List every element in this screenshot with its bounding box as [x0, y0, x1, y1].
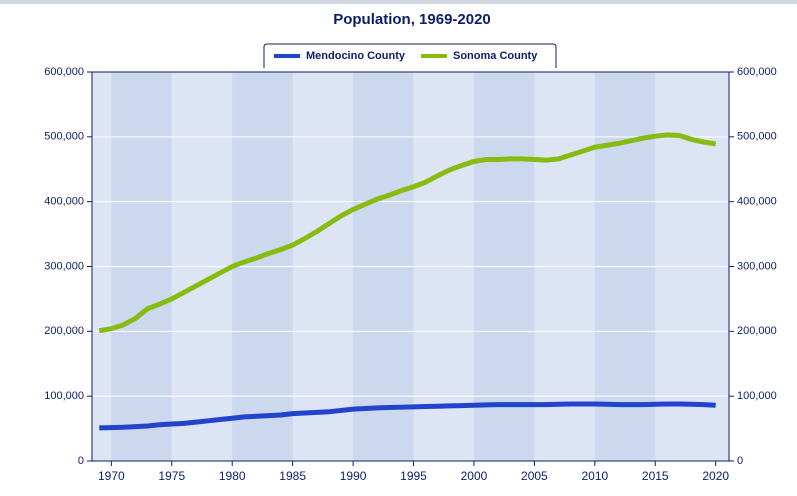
series-line	[98, 132, 717, 334]
y-tick-label: 600,000	[44, 66, 84, 78]
y2-tick-label: 300,000	[737, 260, 777, 272]
top-strip	[0, 0, 797, 4]
y-tick-label: 100,000	[44, 390, 84, 402]
legend-label: Sonoma County	[453, 50, 538, 62]
y-tick-label: 0	[78, 455, 84, 467]
x-tick-label: 1995	[400, 469, 427, 483]
y-tick-label: 200,000	[44, 325, 84, 337]
y-tick-label: 400,000	[44, 196, 84, 208]
y2-tick-label: 400,000	[737, 196, 777, 208]
x-tick-label: 2010	[581, 469, 608, 483]
legend-label: Mendocino County	[306, 50, 406, 62]
y2-tick-label: 500,000	[737, 131, 777, 143]
y2-tick-label: 0	[737, 455, 743, 467]
x-tick-label: 2005	[521, 469, 548, 483]
x-tick-label: 1975	[158, 469, 185, 483]
y-tick-label: 500,000	[44, 131, 84, 143]
plot-border	[91, 71, 730, 462]
x-tick-label: 1985	[279, 469, 306, 483]
x-tick-label: 2000	[461, 469, 488, 483]
x-tick-label: 1980	[219, 469, 246, 483]
y2-tick-label: 200,000	[737, 325, 777, 337]
chart-title: Population, 1969-2020	[333, 11, 491, 28]
x-tick-label: 2015	[642, 469, 669, 483]
x-tick-label: 2020	[702, 469, 729, 483]
series-line	[99, 401, 716, 431]
y-tick-label: 300,000	[44, 260, 84, 272]
y2-tick-label: 600,000	[737, 66, 777, 78]
x-tick-label: 1990	[340, 469, 367, 483]
y2-tick-label: 100,000	[737, 390, 777, 402]
x-tick-label: 1970	[98, 469, 125, 483]
legend-box	[263, 43, 557, 68]
